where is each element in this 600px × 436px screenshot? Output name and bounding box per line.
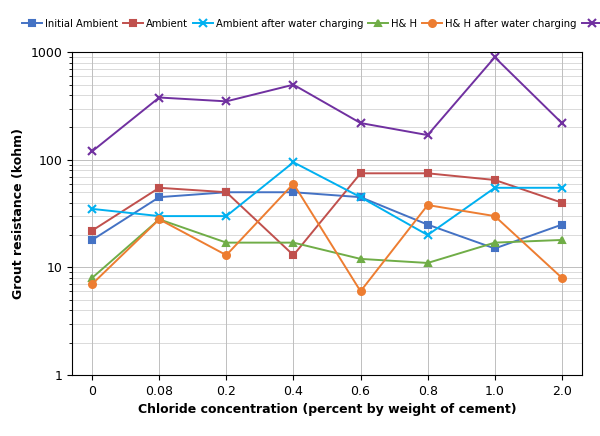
- F & D: [223, 99, 230, 104]
- Ambient: [558, 200, 565, 205]
- Ambient after water charging: [290, 160, 297, 165]
- Ambient after water charging: [424, 232, 431, 238]
- Ambient: [357, 170, 364, 176]
- Initial Ambient: [491, 246, 499, 251]
- H& H after water charging: [357, 289, 364, 294]
- Ambient after water charging: [558, 185, 565, 191]
- Line: H& H after water charging: H& H after water charging: [89, 180, 565, 295]
- H& H: [357, 256, 364, 262]
- H& H after water charging: [155, 217, 163, 222]
- H& H after water charging: [558, 275, 565, 280]
- Y-axis label: Grout resistance (kohm): Grout resistance (kohm): [12, 128, 25, 299]
- F & D: [491, 54, 499, 60]
- Ambient after water charging: [491, 185, 499, 191]
- F & D: [558, 120, 565, 126]
- H& H: [155, 217, 163, 222]
- Initial Ambient: [558, 222, 565, 227]
- Legend: Initial Ambient, Ambient, Ambient after water charging, H& H, H& H after water c: Initial Ambient, Ambient, Ambient after …: [22, 19, 600, 29]
- H& H: [558, 237, 565, 242]
- Ambient: [491, 177, 499, 183]
- F & D: [424, 133, 431, 138]
- H& H: [424, 260, 431, 266]
- H& H: [290, 240, 297, 245]
- Initial Ambient: [223, 190, 230, 195]
- Ambient: [89, 228, 96, 233]
- F & D: [357, 120, 364, 126]
- F & D: [155, 95, 163, 100]
- Ambient: [424, 170, 431, 176]
- Line: Ambient: Ambient: [89, 170, 565, 259]
- Ambient after water charging: [89, 206, 96, 211]
- Ambient: [155, 185, 163, 191]
- X-axis label: Chloride concentration (percent by weight of cement): Chloride concentration (percent by weigh…: [137, 403, 517, 416]
- Ambient after water charging: [155, 214, 163, 219]
- H& H: [223, 240, 230, 245]
- Ambient after water charging: [357, 194, 364, 200]
- F & D: [290, 82, 297, 87]
- H& H after water charging: [491, 214, 499, 219]
- H& H after water charging: [424, 202, 431, 208]
- H& H after water charging: [290, 181, 297, 186]
- H& H after water charging: [89, 282, 96, 287]
- Line: Ambient after water charging: Ambient after water charging: [88, 158, 566, 239]
- Initial Ambient: [290, 190, 297, 195]
- Line: H& H: H& H: [89, 216, 565, 281]
- Initial Ambient: [357, 194, 364, 200]
- Initial Ambient: [155, 194, 163, 200]
- F & D: [89, 149, 96, 154]
- Ambient after water charging: [223, 214, 230, 219]
- Line: F & D: F & D: [88, 53, 566, 156]
- Ambient: [223, 190, 230, 195]
- Initial Ambient: [424, 222, 431, 227]
- Initial Ambient: [89, 237, 96, 242]
- Ambient: [290, 252, 297, 258]
- H& H: [491, 240, 499, 245]
- Line: Initial Ambient: Initial Ambient: [89, 189, 565, 252]
- H& H: [89, 275, 96, 280]
- H& H after water charging: [223, 252, 230, 258]
